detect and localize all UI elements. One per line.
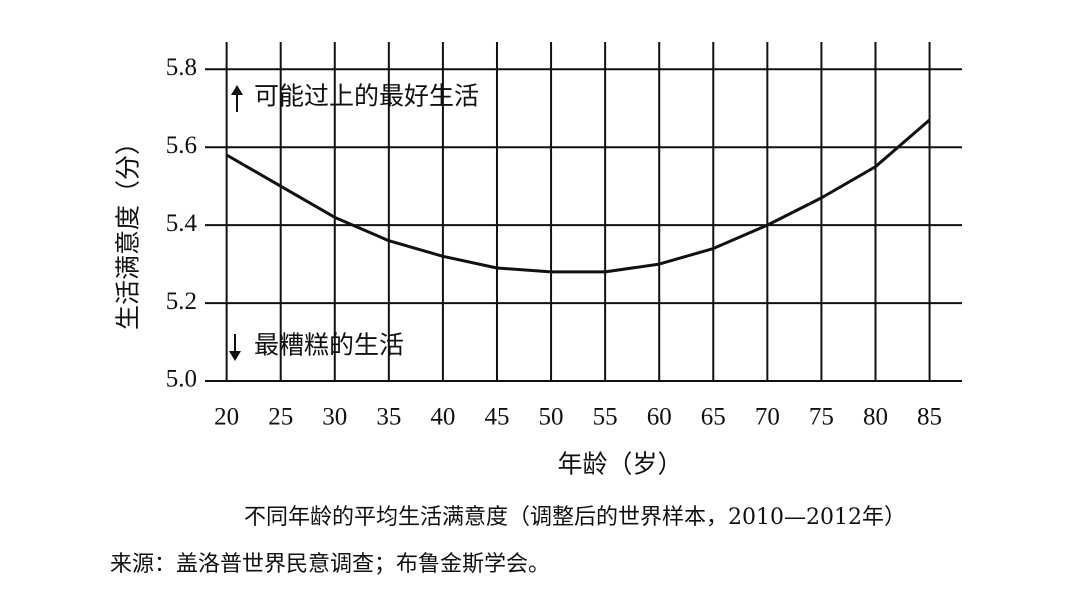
- annotation-top: 可能过上的最好生活: [254, 82, 479, 111]
- caption: 不同年龄的平均生活满意度（调整后的世界样本，2010—2012年）: [244, 505, 906, 530]
- x-tick-label: 25: [268, 404, 293, 431]
- x-tick-label: 45: [484, 404, 509, 431]
- y-axis-label: 生活满意度（分）: [114, 130, 143, 330]
- x-tick-label: 85: [917, 404, 942, 431]
- annotation-bottom: 最糟糕的生活: [254, 331, 404, 360]
- x-axis-label: 年龄（岁）: [557, 450, 682, 479]
- y-tick-label: 5.8: [166, 54, 197, 81]
- source: 来源：盖洛普世界民意调查；布鲁金斯学会。: [110, 552, 550, 577]
- x-tick-label: 65: [701, 404, 726, 431]
- y-tick-label: 5.6: [166, 132, 197, 159]
- arrow-up: [231, 85, 243, 112]
- x-tick-label: 40: [430, 404, 455, 431]
- x-tick-label: 50: [539, 404, 564, 431]
- x-tick-label: 55: [593, 404, 618, 431]
- series-line: [225, 118, 931, 274]
- y-tick-label: 5.4: [166, 210, 198, 237]
- x-tick-label: 80: [863, 404, 888, 431]
- x-tick-label: 75: [809, 404, 834, 431]
- x-tick-label: 35: [376, 404, 401, 431]
- x-tick-label: 20: [214, 404, 239, 431]
- x-tick-label: 70: [755, 404, 780, 431]
- arrow-down: [229, 334, 241, 361]
- x-tick-label: 30: [322, 404, 347, 431]
- x-tick-label: 60: [647, 404, 672, 431]
- y-tick-label: 5.0: [166, 366, 197, 393]
- y-tick-label: 5.2: [166, 288, 197, 315]
